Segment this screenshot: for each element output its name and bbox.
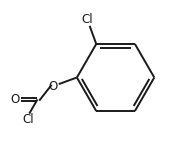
Text: Cl: Cl — [82, 13, 93, 26]
Text: O: O — [49, 80, 58, 93]
Text: O: O — [11, 93, 20, 106]
Text: Cl: Cl — [23, 113, 34, 126]
